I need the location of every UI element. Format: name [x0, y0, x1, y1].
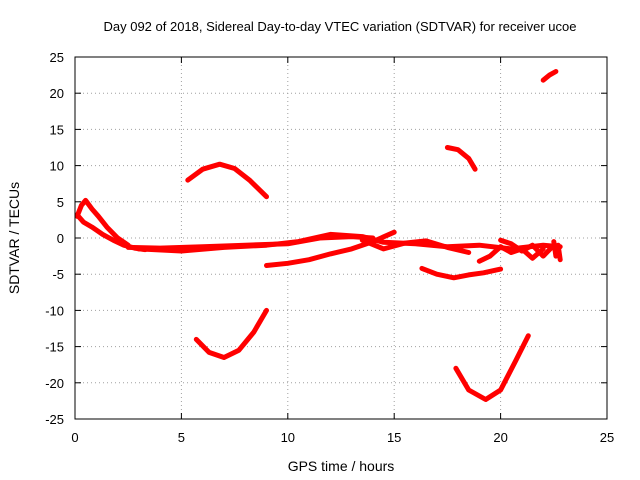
chart-title: Day 092 of 2018, Sidereal Day-to-day VTE…: [103, 19, 576, 34]
series-mid-band: [359, 237, 472, 255]
y-tick-label: 20: [50, 86, 64, 101]
y-tick-label: 10: [50, 159, 64, 174]
series-late-cluster-b: [498, 237, 557, 259]
series-top-right: [540, 69, 559, 83]
y-tick-label: -25: [45, 412, 64, 427]
grid: [75, 57, 607, 419]
series-lower-band: [419, 265, 504, 281]
x-tick-label: 20: [493, 430, 507, 445]
x-tick-label: 25: [600, 430, 614, 445]
series-arc-plus-12: [444, 145, 478, 172]
series-end-spike: [551, 239, 563, 263]
series-arc-plus-10: [185, 161, 269, 200]
y-tick-label: 25: [50, 50, 64, 65]
y-tick-label: 5: [57, 195, 64, 210]
y-tick-label: 0: [57, 231, 64, 246]
y-tick-label: -10: [45, 303, 64, 318]
y-tick-label: -20: [45, 376, 64, 391]
series-valley-minus-16: [193, 307, 269, 360]
x-tick-label: 15: [387, 430, 401, 445]
y-axis-label: SDTVAR / TECUs: [6, 182, 22, 294]
x-tick-label: 5: [178, 430, 185, 445]
axis-ticks: 0 5 10 15 20 25 -25 -20 -15 -10 -5 0 5 10 15 20 25: [45, 50, 614, 445]
x-tick-label: 10: [281, 430, 295, 445]
x-axis-label: GPS time / hours: [288, 458, 395, 474]
x-tick-label: 0: [71, 430, 78, 445]
y-tick-label: 15: [50, 122, 64, 137]
series-valley-minus-22: [453, 333, 531, 402]
data-series: [74, 69, 563, 402]
y-tick-label: -15: [45, 340, 64, 355]
y-tick-label: -5: [52, 267, 64, 282]
series-late-cluster-a: [476, 244, 546, 264]
series-rise-from-minus-4: [264, 229, 397, 268]
series-early-bump: [74, 197, 131, 248]
